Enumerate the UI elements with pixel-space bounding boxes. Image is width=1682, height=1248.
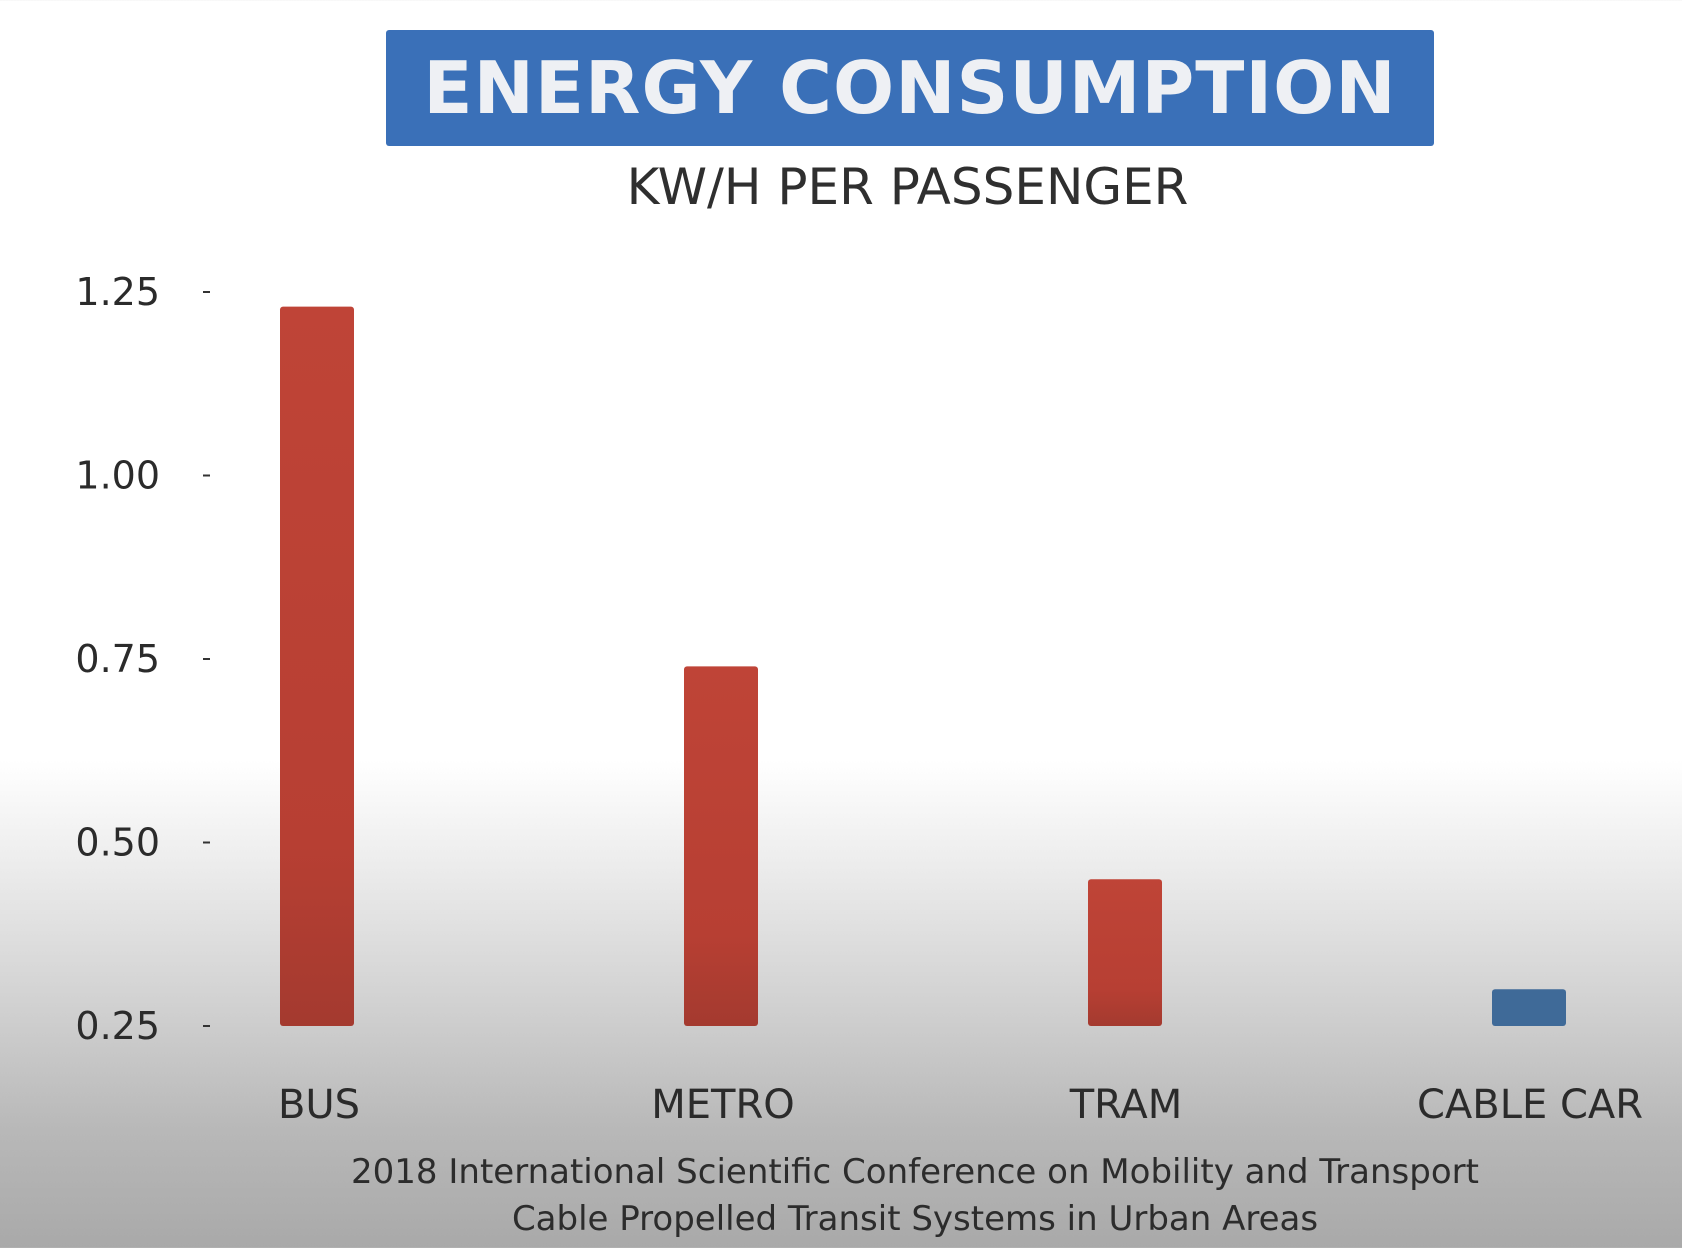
bar-bus (280, 306, 354, 1026)
y-tick-label: 0.25 (75, 1004, 160, 1048)
y-tick-label: 1.25 (75, 270, 160, 314)
x-category-label: CABLE CAR (1417, 1082, 1643, 1128)
x-category-label: TRAM (1069, 1082, 1182, 1128)
chart-title: ENERGY CONSUMPTION (423, 46, 1397, 130)
bar-tram (1088, 879, 1162, 1026)
citation-line-1: 2018 International Scientific Conference… (351, 1152, 1479, 1192)
bar-cable-car (1492, 989, 1566, 1026)
chart-title-banner: ENERGY CONSUMPTION (386, 30, 1434, 146)
x-category-label: BUS (278, 1082, 360, 1128)
y-tick-label: 1.00 (75, 454, 160, 498)
y-tick-label: 0.50 (75, 821, 160, 865)
bar-metro (684, 666, 758, 1026)
y-tick-label: 0.75 (75, 637, 160, 681)
chart-subtitle: KW/H PER PASSENGER (626, 158, 1189, 216)
x-category-label: METRO (651, 1082, 795, 1128)
citation-line-2: Cable Propelled Transit Systems in Urban… (511, 1199, 1319, 1239)
